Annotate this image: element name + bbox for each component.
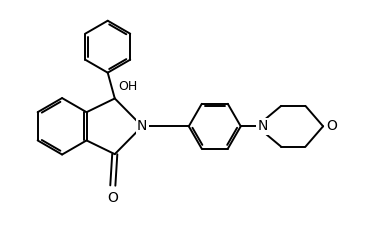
- Text: OH: OH: [118, 80, 137, 93]
- Text: O: O: [107, 191, 118, 205]
- Text: O: O: [326, 119, 337, 133]
- Text: N: N: [257, 119, 267, 133]
- Text: N: N: [137, 119, 147, 133]
